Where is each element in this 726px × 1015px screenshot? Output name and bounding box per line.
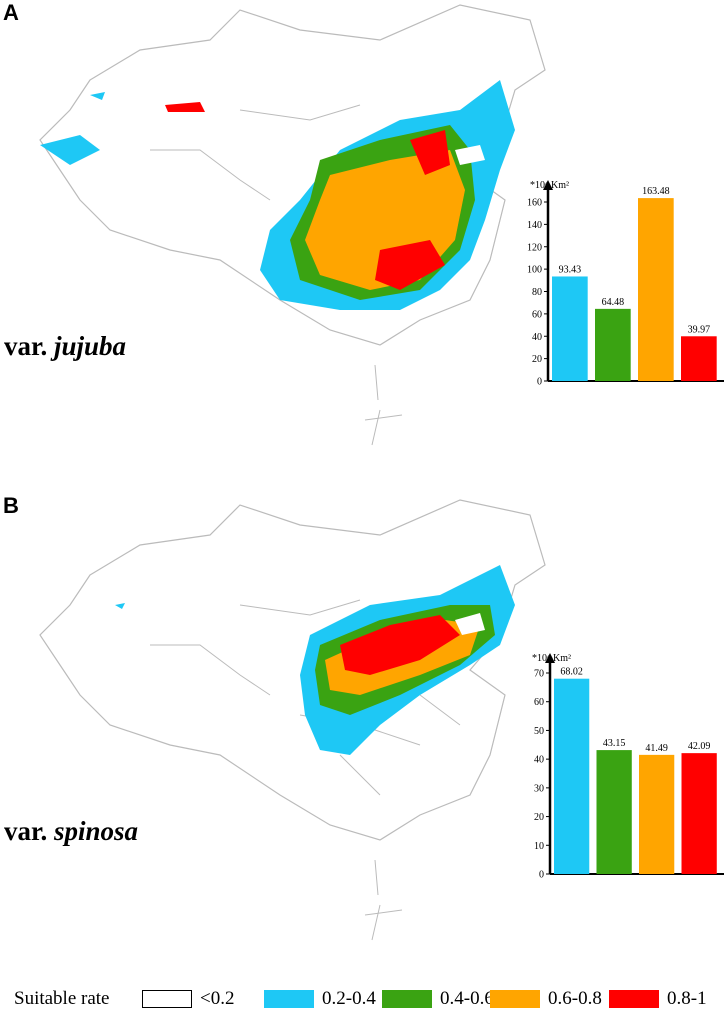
bar-0.6-0.8 [638,198,674,381]
bar-0.8-1 [681,753,717,874]
legend-swatch [490,990,540,1008]
bar-value-label: 64.48 [602,297,625,308]
y-tick-label: 60 [534,697,544,708]
legend-item-0-8-1: 0.8-1 [609,988,707,1010]
bar-0.2-0.4 [552,276,588,381]
legend-swatch [264,990,314,1008]
legend-swatch [382,990,432,1008]
legend: Suitable rate <0.2 0.2-0.4 0.4-0.6 0.6-0… [14,984,714,1014]
y-tick-label: 30 [534,783,544,794]
legend-swatch [142,990,192,1008]
y-tick-label: 50 [534,726,544,737]
variety-label-spinosa: var. spinosa [4,816,139,846]
y-axis-arrow [543,180,553,190]
legend-item-label: 0.2-0.4 [322,988,376,1009]
y-tick-label: 100 [527,265,542,276]
legend-title: Suitable rate [14,988,110,1009]
bar-value-label: 42.09 [688,741,711,752]
y-tick-label: 40 [532,332,542,343]
y-tick-label: 160 [527,198,542,209]
map-jujuba [39,4,546,446]
panel-b-label: B [3,493,19,518]
y-axis-arrow [545,653,555,663]
area-bar-chart-spinosa: *10⁴ Km² 0 10 20 30 40 50 60 70 68.02 43.15 41.49 42… [532,653,724,881]
y-tick-label: 70 [534,669,544,680]
bar-0.4-0.6 [595,308,631,381]
bar-value-label: 68.02 [560,667,583,678]
y-tick-label: 140 [527,220,542,231]
bar-value-label: 93.43 [559,264,582,275]
bar-0.2-0.4 [554,678,590,874]
variety-label-jujuba: var. jujuba [4,331,127,361]
panel-a-label: A [3,0,19,25]
bar-value-label: 39.97 [688,324,711,335]
legend-item-label: <0.2 [200,988,235,1009]
legend-item-0-2-0-4: 0.2-0.4 [264,988,376,1010]
y-tick-label: 60 [532,309,542,320]
bar-value-label: 163.48 [642,186,670,197]
y-tick-label: 20 [534,812,544,823]
legend-item-label: 0.4-0.6 [440,988,494,1009]
unit-label: *10⁴ Km² [530,180,569,191]
map-spinosa [39,499,546,941]
y-tick-label: 20 [532,354,542,365]
legend-item-label: 0.8-1 [667,988,707,1009]
bar-0.6-0.8 [639,754,675,874]
y-tick-label: 120 [527,242,542,253]
bar-value-label: 43.15 [603,738,626,749]
y-tick-label: 10 [534,841,544,852]
unit-label: *10⁴ Km² [532,653,571,664]
area-bar-chart-jujuba: *10⁴ Km² 0 20 40 60 80 100 120 140 160 93.43 64.48 1… [527,180,724,388]
bar-0.4-0.6 [596,750,632,874]
bar-value-label: 41.49 [645,743,668,754]
legend-item-0-4-0-6: 0.4-0.6 [382,988,494,1010]
legend-item-label: 0.6-0.8 [548,988,602,1009]
bar-0.8-1 [681,336,717,381]
legend-item-lt-0-2: <0.2 [142,988,234,1010]
legend-item-0-6-0-8: 0.6-0.8 [490,988,602,1010]
y-tick-label: 0 [537,377,542,388]
legend-swatch [609,990,659,1008]
y-tick-label: 0 [539,870,544,881]
y-tick-label: 40 [534,755,544,766]
y-tick-label: 80 [532,287,542,298]
